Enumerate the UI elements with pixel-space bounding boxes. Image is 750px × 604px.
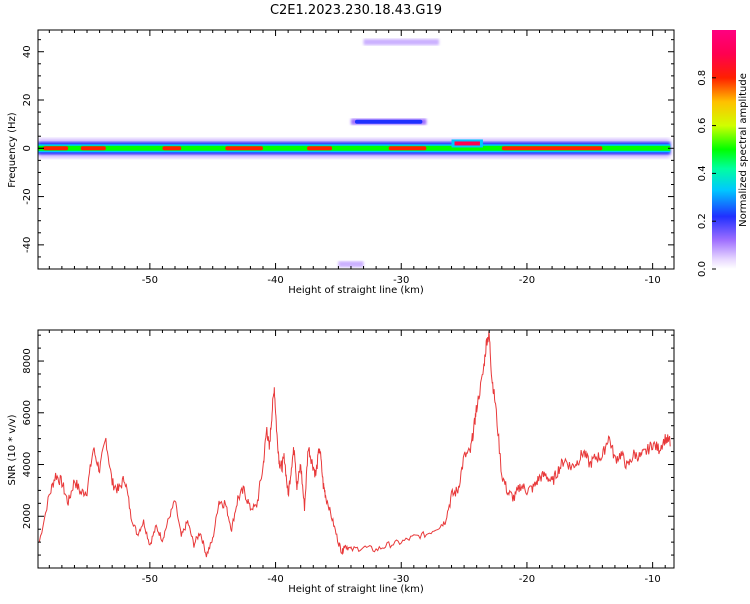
y-tick-label: 20 xyxy=(22,94,33,107)
heatmap-feature-3 xyxy=(363,39,439,46)
snr-frame xyxy=(37,329,675,569)
heatmap-feature-0 xyxy=(38,139,671,158)
x-tick-label: -40 xyxy=(267,574,283,585)
heatmap-feature-2 xyxy=(350,118,427,125)
colorbar-tick-label: 0.4 xyxy=(697,165,708,181)
snr-y-axis-label: SNR (10 * v/v) xyxy=(7,414,18,485)
x-tick-label: -50 xyxy=(142,574,158,585)
heatmap-feature-1 xyxy=(451,139,483,148)
colorbar-label: Normalized spectral amplitude xyxy=(738,73,749,227)
x-tick-label: -20 xyxy=(519,275,535,286)
spectrogram-ticks: -50 -40 -30 -20 -10 40 20 0 -20 -40 xyxy=(22,30,674,286)
x-tick-label: -30 xyxy=(393,275,409,286)
y-tick-label: -40 xyxy=(22,237,33,253)
x-tick-label: -20 xyxy=(519,574,535,585)
x-tick-label: -50 xyxy=(142,275,158,286)
y-tick-label: -20 xyxy=(22,188,33,204)
spectrogram-frame xyxy=(37,29,675,270)
x-tick-label: -30 xyxy=(393,574,409,585)
colorbar-ticks: 0.0 0.2 0.4 0.6 0.8 xyxy=(697,70,716,277)
x-tick-label: -10 xyxy=(644,275,660,286)
heatmap-feature-4 xyxy=(338,261,364,268)
y-tick-label: 0 xyxy=(22,145,33,151)
y-tick-label: 2000 xyxy=(22,504,33,529)
x-tick-label: -10 xyxy=(644,574,660,585)
snr-panel: -50 -40 -30 -20 -10 2000 4000 6000 8000 Height o… xyxy=(7,329,675,595)
spectrogram-y-axis-label: Frequency (Hz) xyxy=(7,112,18,188)
colorbar-tick-label: 0.0 xyxy=(697,261,708,277)
snr-ticks: -50 -40 -30 -20 -10 2000 4000 6000 8000 xyxy=(22,330,674,585)
colorbar-tick-label: 0.8 xyxy=(697,70,708,86)
x-tick-label: -40 xyxy=(267,275,283,286)
y-tick-label: 6000 xyxy=(22,400,33,425)
y-tick-label: 8000 xyxy=(22,348,33,373)
snr-x-axis-label: Height of straight line (km) xyxy=(288,584,424,595)
spectrogram-x-axis-label: Height of straight line (km) xyxy=(288,285,424,296)
spectrogram-panel: -50 -40 -30 -20 -10 40 20 0 -20 -40 Height of str… xyxy=(7,29,675,296)
colorbar-gradient xyxy=(712,30,736,269)
y-tick-label: 4000 xyxy=(22,452,33,477)
snr-series-line xyxy=(38,331,671,558)
spectrogram-heatmap xyxy=(38,39,671,268)
figure-title: C2E1.2023.230.18.43.G19 xyxy=(270,3,442,18)
colorbar-tick-label: 0.2 xyxy=(697,213,708,229)
colorbar: 0.0 0.2 0.4 0.6 0.8 Normalized spectral ampl… xyxy=(697,30,749,277)
colorbar-tick-label: 0.6 xyxy=(697,118,708,134)
y-tick-label: 40 xyxy=(22,45,33,58)
